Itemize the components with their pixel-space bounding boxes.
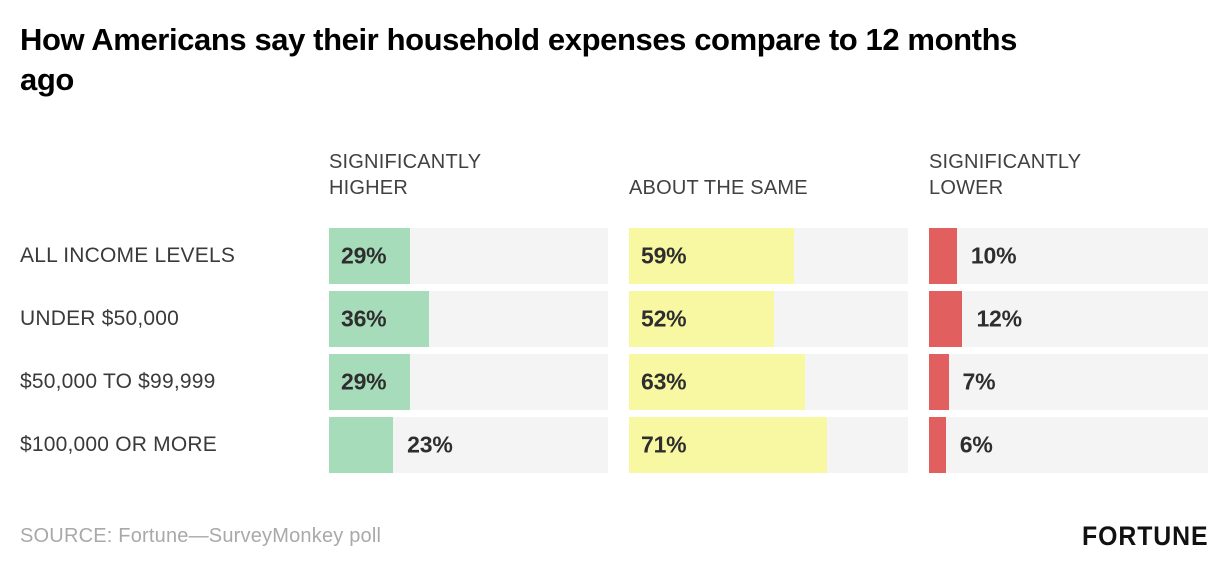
row-label-100000-or-more: $100,000 OR MORE bbox=[20, 432, 217, 456]
bar-value-lower-row4: 6% bbox=[959, 431, 993, 458]
bar-track-higher-row1: 29% bbox=[329, 227, 608, 284]
bar-track-lower-row1: 10% bbox=[929, 227, 1208, 284]
bar-value-same-row1: 59% bbox=[641, 242, 687, 269]
bar-fill-same-row1 bbox=[629, 227, 794, 284]
bar-fill-higher-row3 bbox=[329, 353, 410, 410]
bar-track-same-row2: 52% bbox=[629, 290, 908, 347]
bar-value-higher-row4: 23% bbox=[407, 431, 453, 458]
col-header-significantly-lower: SIGNIFICANTLY LOWER bbox=[929, 150, 1081, 199]
bar-fill-higher-row4 bbox=[329, 416, 394, 473]
bar-value-higher-row2: 36% bbox=[341, 305, 387, 332]
bar-track-higher-row3: 29% bbox=[329, 353, 608, 410]
bar-value-same-row4: 71% bbox=[641, 431, 687, 458]
bar-track-same-row3: 63% bbox=[629, 353, 908, 410]
bar-value-lower-row2: 12% bbox=[976, 305, 1022, 332]
fortune-logo: FORTUNE bbox=[1081, 520, 1208, 551]
bar-fill-lower-row3 bbox=[929, 353, 949, 410]
bar-value-lower-row3: 7% bbox=[962, 368, 996, 395]
source-note: SOURCE: Fortune—SurveyMonkey poll bbox=[20, 524, 382, 547]
bar-track-same-row4: 71% bbox=[629, 416, 908, 473]
bar-fill-lower-row4 bbox=[929, 416, 946, 473]
bar-fill-higher-row2 bbox=[329, 290, 430, 347]
bar-value-higher-row3: 29% bbox=[341, 368, 387, 395]
bar-track-lower-row4: 6% bbox=[929, 416, 1208, 473]
bar-track-higher-row2: 36% bbox=[329, 290, 608, 347]
bar-fill-higher-row1 bbox=[329, 227, 410, 284]
row-label-50000-to-99999: $50,000 TO $99,999 bbox=[20, 369, 216, 393]
row-label-under-50000: UNDER $50,000 bbox=[20, 306, 180, 330]
chart-title: How Americans say their household expens… bbox=[20, 22, 1017, 98]
bar-fill-same-row2 bbox=[629, 290, 775, 347]
col-header-about-the-same: ABOUT THE SAME bbox=[629, 176, 808, 199]
bar-value-higher-row1: 29% bbox=[341, 242, 387, 269]
bar-fill-lower-row2 bbox=[929, 290, 963, 347]
bar-track-lower-row2: 12% bbox=[929, 290, 1208, 347]
bar-rows: ALL INCOME LEVELS 29% 59% 10% UNDER $50,… bbox=[20, 227, 1208, 473]
row-label-all-income-levels: ALL INCOME LEVELS bbox=[20, 243, 236, 267]
bar-track-lower-row3: 7% bbox=[929, 353, 1208, 410]
bar-fill-same-row3 bbox=[629, 353, 805, 410]
bar-fill-same-row4 bbox=[629, 416, 828, 473]
bar-value-lower-row1: 10% bbox=[970, 242, 1017, 269]
bar-fill-lower-row1 bbox=[929, 227, 957, 284]
bar-value-same-row2: 52% bbox=[641, 305, 687, 332]
bar-track-same-row1: 59% bbox=[629, 227, 908, 284]
col-header-significantly-higher: SIGNIFICANTLY HIGHER bbox=[329, 150, 481, 199]
footer: SOURCE: Fortune—SurveyMonkey poll FORTUN… bbox=[20, 521, 1208, 552]
bar-track-higher-row4: 23% bbox=[329, 416, 608, 473]
bar-value-same-row3: 63% bbox=[641, 368, 687, 395]
column-headers: SIGNIFICANTLY HIGHER ABOUT THE SAME SIGN… bbox=[20, 149, 1208, 201]
